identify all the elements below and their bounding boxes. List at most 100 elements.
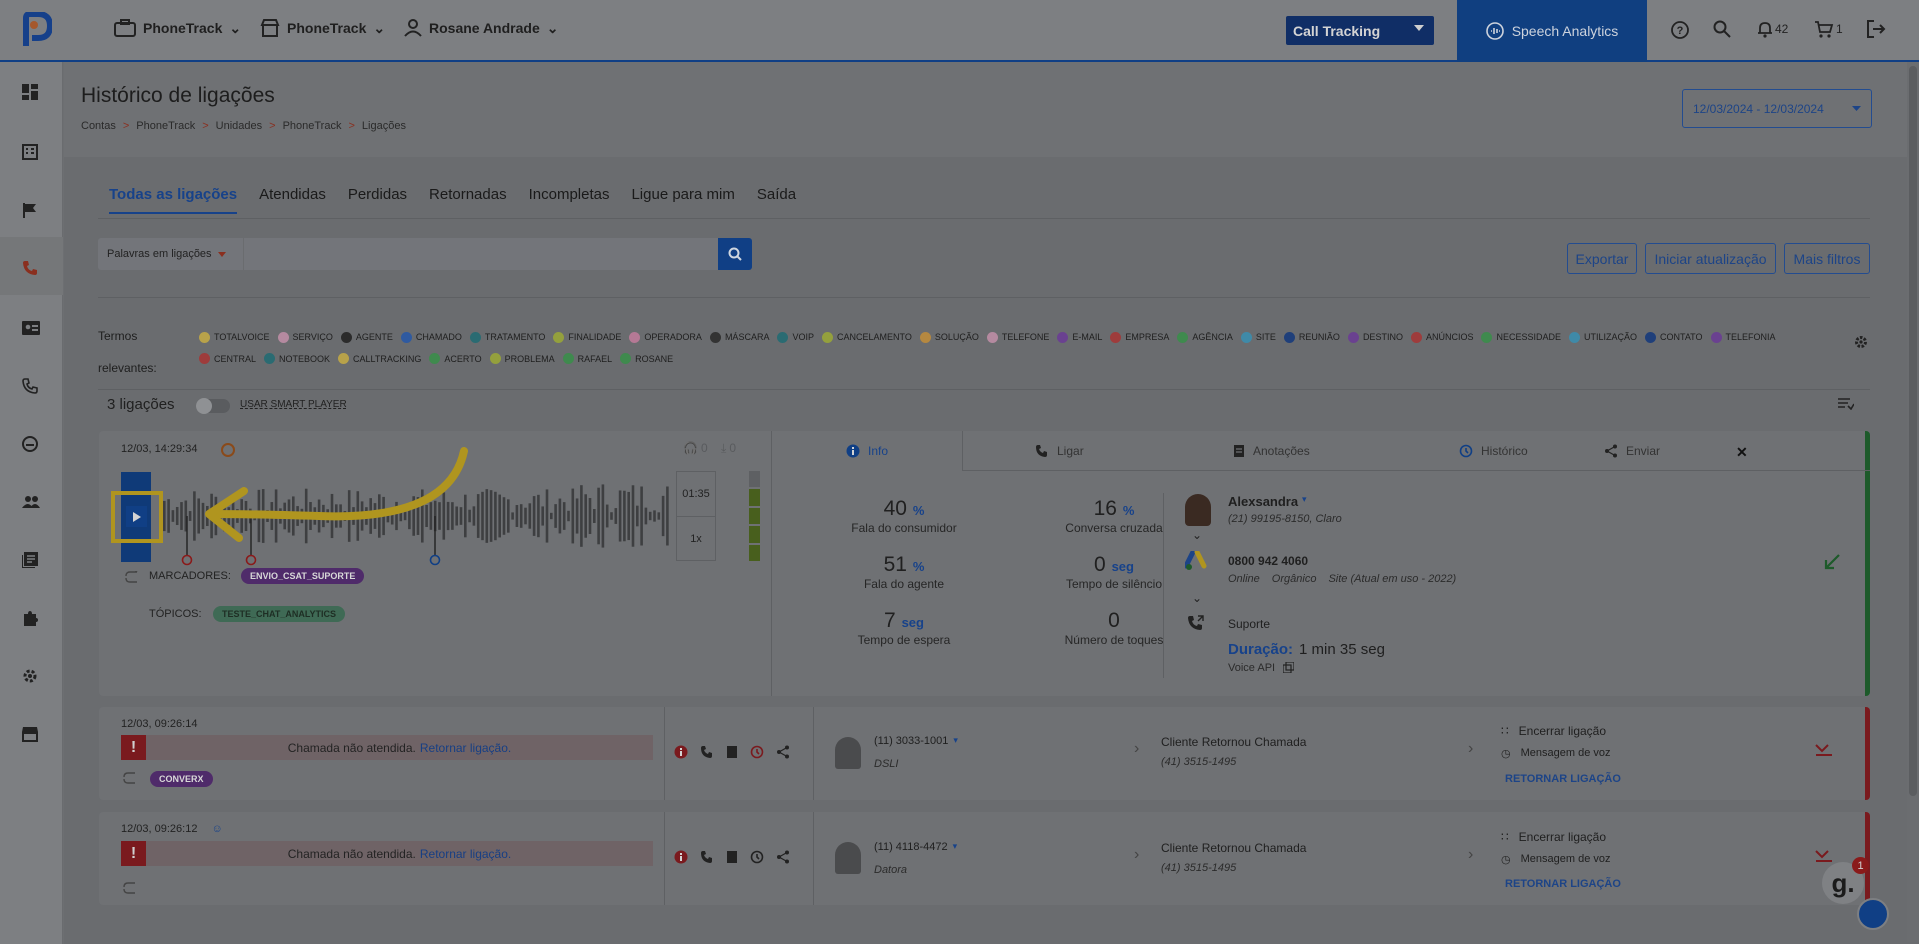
term-chip[interactable]: CENTRAL	[199, 349, 256, 369]
settings-icon[interactable]	[22, 668, 40, 686]
export-button[interactable]: Exportar	[1567, 243, 1637, 274]
brand-logo[interactable]	[20, 12, 52, 48]
tab-outgoing[interactable]: Saída	[756, 186, 797, 203]
term-chip[interactable]: CHAMADO	[400, 327, 462, 347]
term-chip[interactable]: CONTATO	[1645, 327, 1703, 347]
term-chip[interactable]: SOLUÇÃO	[919, 327, 979, 347]
marker-chip[interactable]: CONVERX	[150, 771, 213, 787]
term-chip[interactable]: VOIP	[777, 327, 814, 347]
detail-tab-send[interactable]: Enviar	[1604, 444, 1660, 458]
search-button[interactable]	[718, 238, 752, 270]
breadcrumb-item[interactable]: PhoneTrack	[136, 120, 196, 132]
term-chip[interactable]: ROSANE	[620, 349, 673, 369]
users-icon[interactable]	[22, 494, 40, 512]
term-chip[interactable]: TELEFONIA	[1710, 327, 1776, 347]
term-chip[interactable]: RAFAEL	[562, 349, 612, 369]
return-call-button[interactable]: RETORNAR LIGAÇÃO	[1505, 878, 1621, 890]
help-icon[interactable]: ?	[1671, 21, 1689, 39]
term-chip[interactable]: AGÊNCIA	[1177, 327, 1233, 347]
history-icon[interactable]	[750, 850, 764, 864]
term-chip[interactable]: TRATAMENTO	[469, 327, 545, 347]
product-select[interactable]: Call Tracking	[1286, 16, 1434, 45]
close-icon[interactable]: ✕	[1736, 444, 1748, 460]
caret-down-icon[interactable]: ▾	[1302, 494, 1307, 504]
term-chip[interactable]: DESTINO	[1347, 327, 1403, 347]
scrollbar-thumb[interactable]	[1909, 66, 1917, 796]
tab-returned[interactable]: Retornadas	[429, 186, 507, 203]
more-filters-button[interactable]: Mais filtros	[1784, 243, 1870, 274]
refresh-button[interactable]: Iniciar atualização	[1645, 243, 1776, 274]
term-chip[interactable]: NECESSIDADE	[1481, 327, 1561, 347]
term-chip[interactable]: NOTEBOOK	[264, 349, 330, 369]
caller-phone[interactable]: (11) 4118-4472 ▾	[874, 841, 957, 853]
breadcrumb-item[interactable]: PhoneTrack	[282, 120, 342, 132]
detail-tab-info[interactable]: Info	[772, 431, 962, 472]
cart-button[interactable]: 1	[1814, 20, 1843, 38]
detail-tab-notes[interactable]: Anotações	[1233, 444, 1310, 458]
logout-icon[interactable]	[1866, 19, 1886, 39]
breadcrumb-item[interactable]: Unidades	[215, 120, 263, 132]
speech-analytics-button[interactable]: Speech Analytics	[1457, 0, 1647, 62]
term-chip[interactable]: E-MAIL	[1057, 327, 1102, 347]
account-menu-2[interactable]: PhoneTrack ⌄	[260, 19, 385, 37]
term-chip[interactable]: REUNIÃO	[1283, 327, 1340, 347]
gauge-icon[interactable]	[22, 436, 40, 454]
caller-phone[interactable]: (11) 3033-1001 ▾	[874, 735, 958, 747]
term-chip[interactable]: ANÚNCIOS	[1410, 327, 1473, 347]
smart-player-label[interactable]: USAR SMART PLAYER	[240, 399, 347, 410]
notes-icon[interactable]	[726, 745, 738, 759]
tab-answered[interactable]: Atendidas	[259, 186, 326, 203]
tab-incomplete[interactable]: Incompletas	[528, 186, 610, 203]
term-chip[interactable]: PROBLEMA	[489, 349, 555, 369]
notifications-button[interactable]: 42	[1757, 20, 1788, 38]
return-call-link[interactable]: Retornar ligação.	[419, 846, 512, 861]
date-range-picker[interactable]: 12/03/2024 - 12/03/2024	[1682, 89, 1872, 128]
user-menu[interactable]: Rosane Andrade ⌄	[404, 19, 558, 37]
term-chip[interactable]: SERVIÇO	[277, 327, 333, 347]
term-chip[interactable]: EMPRESA	[1110, 327, 1169, 347]
phone-active-icon[interactable]	[22, 260, 40, 278]
building-icon[interactable]	[22, 144, 40, 162]
term-chip[interactable]: MÁSCARA	[709, 327, 769, 347]
chat-widget-button[interactable]: g.	[1822, 862, 1864, 904]
copy-icon[interactable]	[1283, 662, 1295, 674]
reports-icon[interactable]	[22, 552, 40, 570]
contact-card-icon[interactable]	[22, 320, 40, 338]
player-speed[interactable]: 1x	[690, 533, 702, 545]
search-icon[interactable]	[1713, 20, 1731, 38]
term-chip[interactable]: UTILIZAÇÃO	[1569, 327, 1637, 347]
term-chip[interactable]: CALLTRACKING	[338, 349, 421, 369]
info-icon[interactable]	[674, 850, 688, 864]
caller-name[interactable]: Alexsandra	[1228, 494, 1299, 509]
search-input[interactable]	[244, 238, 718, 270]
return-call-button[interactable]: RETORNAR LIGAÇÃO	[1505, 773, 1621, 785]
play-button[interactable]	[126, 506, 147, 527]
term-chip[interactable]: FINALIDADE	[553, 327, 621, 347]
detail-tab-call[interactable]: Ligar	[1035, 444, 1084, 458]
dashboard-icon[interactable]	[22, 84, 40, 102]
chevron-down-icon[interactable]: ⌄	[1192, 591, 1203, 605]
share-icon[interactable]	[776, 745, 790, 759]
marker-dot[interactable]	[181, 554, 193, 566]
puzzle-icon[interactable]	[22, 610, 40, 628]
term-chip[interactable]: CANCELAMENTO	[821, 327, 912, 347]
term-chip[interactable]: SITE	[1240, 327, 1276, 347]
sort-list-icon[interactable]	[1838, 398, 1854, 410]
term-chip[interactable]: AGENTE	[340, 327, 393, 347]
term-chip[interactable]: OPERADORA	[629, 327, 702, 347]
phone-icon[interactable]	[22, 378, 40, 396]
detail-tab-history[interactable]: Histórico	[1459, 444, 1528, 458]
phone-icon[interactable]	[700, 850, 714, 864]
gear-icon[interactable]	[1854, 335, 1868, 349]
account-menu-1[interactable]: PhoneTrack ⌄	[114, 19, 241, 37]
breadcrumb-item[interactable]: Contas	[81, 120, 116, 132]
info-icon[interactable]	[674, 745, 688, 759]
marker-chip[interactable]: ENVIO_CSAT_SUPORTE	[241, 568, 365, 584]
search-filter-select[interactable]: Palavras em ligações	[98, 238, 243, 270]
term-chip[interactable]: TELEFONE	[986, 327, 1049, 347]
marker-dot[interactable]	[245, 554, 257, 566]
notes-icon[interactable]	[726, 850, 738, 864]
tab-call-me[interactable]: Ligue para mim	[631, 186, 735, 203]
help-widget-button[interactable]	[1857, 898, 1889, 930]
term-chip[interactable]: ACERTO	[429, 349, 482, 369]
